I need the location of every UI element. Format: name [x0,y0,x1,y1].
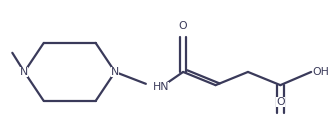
Text: HN: HN [153,82,170,92]
Text: OH: OH [313,67,330,77]
Text: O: O [179,21,188,31]
Text: N: N [111,67,119,77]
Text: O: O [276,97,285,107]
Text: N: N [20,67,29,77]
